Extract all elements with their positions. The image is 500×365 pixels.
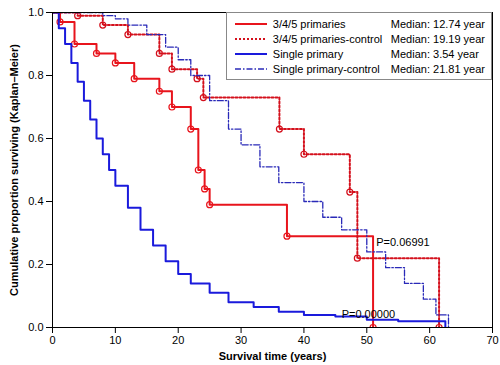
html-text:Median: 3.54 year: Median: 3.54 year — [390, 47, 479, 60]
html-text:Median: 19.19 year: Median: 19.19 year — [390, 32, 485, 45]
svg-text:0.8: 0.8 — [28, 69, 43, 81]
svg-text:Survival time (years): Survival time (years) — [219, 350, 327, 362]
svg-text:0.2: 0.2 — [28, 258, 43, 270]
svg-text:0.0: 0.0 — [28, 321, 43, 333]
svg-text:0: 0 — [49, 334, 55, 346]
svg-text:40: 40 — [298, 334, 310, 346]
html-text:3/4/5 primaries-control: 3/4/5 primaries-control — [272, 32, 383, 45]
svg-text:60: 60 — [424, 334, 436, 346]
svg-text:10: 10 — [109, 334, 121, 346]
svg-text:0.4: 0.4 — [28, 195, 43, 207]
svg-text:30: 30 — [235, 334, 247, 346]
svg-text:Cumulative proportion survivin: Cumulative proportion surviving (Kaplan–… — [8, 44, 20, 296]
svg-text:70: 70 — [486, 334, 498, 346]
svg-text:50: 50 — [361, 334, 373, 346]
svg-text:1.0: 1.0 — [28, 6, 43, 18]
svg-text:P=0.00000: P=0.00000 — [342, 308, 396, 320]
html-text:3/4/5 primaries: 3/4/5 primaries — [272, 17, 346, 30]
html-text:Single primary: Single primary — [272, 47, 344, 60]
svg-text:0.6: 0.6 — [28, 132, 43, 144]
html-text:Median: 21.81 year: Median: 21.81 year — [390, 62, 485, 75]
html-text:Single primary-control: Single primary-control — [272, 62, 380, 75]
html-text:Median: 12.74 year: Median: 12.74 year — [390, 17, 485, 30]
svg-text:P=0.06991: P=0.06991 — [376, 236, 430, 248]
svg-text:20: 20 — [172, 334, 184, 346]
